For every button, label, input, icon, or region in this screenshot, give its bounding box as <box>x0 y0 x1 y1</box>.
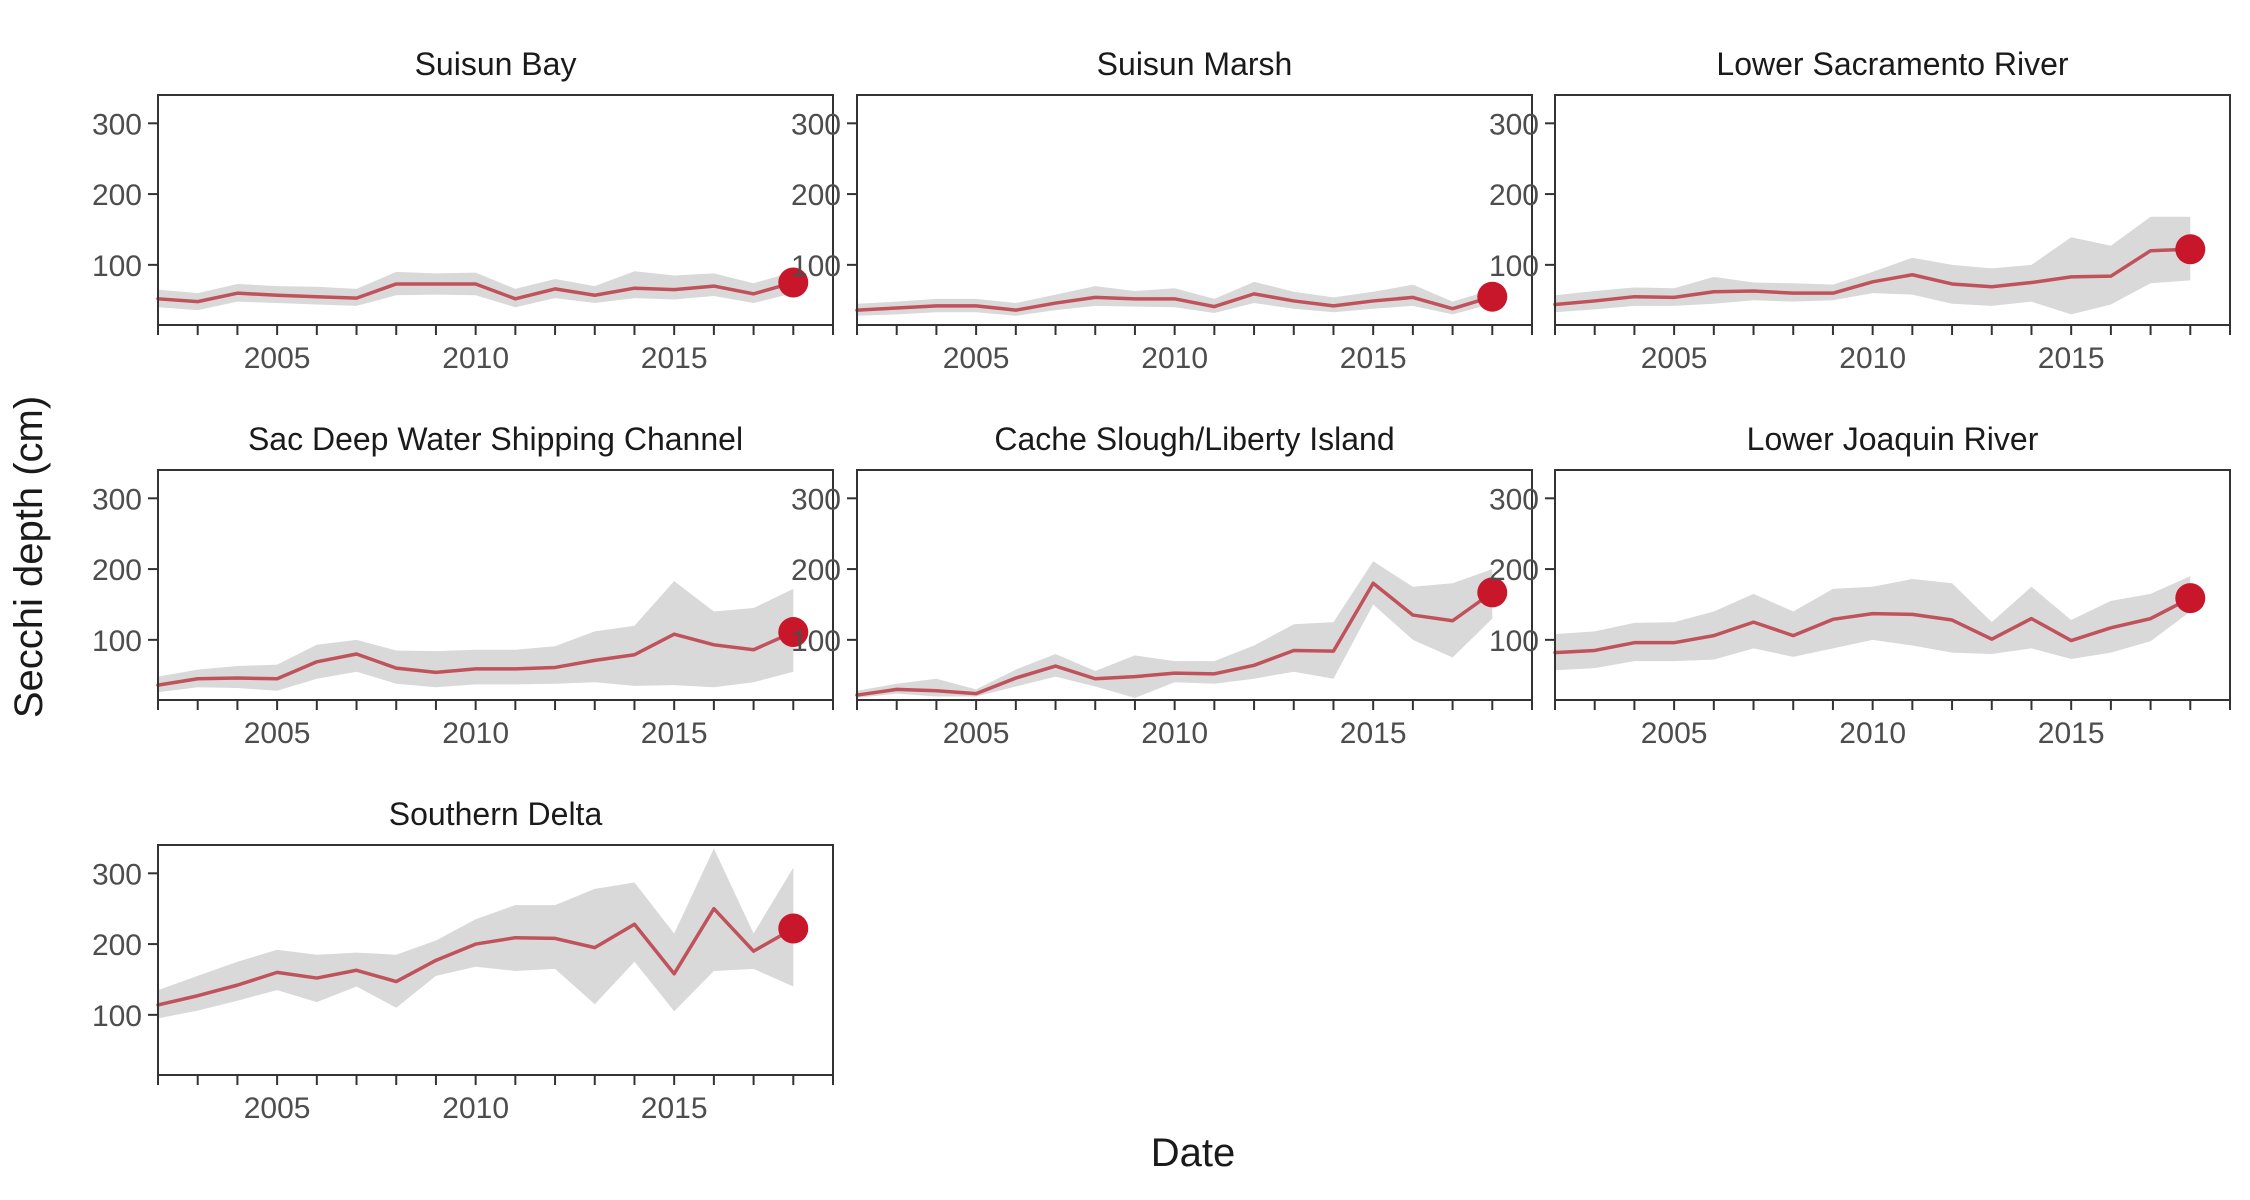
y-tick-label: 100 <box>1489 625 1539 658</box>
confidence-ribbon <box>158 581 794 693</box>
latest-point <box>1477 281 1508 312</box>
panel: Suisun Bay 100 200 300 2005 2010 2015 <box>92 46 834 375</box>
x-tick-label: 2010 <box>442 1092 509 1125</box>
panel: Cache Slough/Liberty Island 100 200 300 2005… <box>791 421 1533 750</box>
panel-border <box>157 844 834 1076</box>
y-tick-label: 100 <box>791 250 841 283</box>
series-line <box>1553 247 2193 307</box>
y-tick-label: 100 <box>92 625 142 658</box>
y-tick-label: 200 <box>92 179 142 212</box>
y-tick-label: 300 <box>92 108 142 141</box>
panel-title: Lower Sacramento River <box>1716 46 2068 82</box>
x-tick-label: 2005 <box>1641 717 1708 750</box>
x-tick-label: 2010 <box>1141 717 1208 750</box>
y-tick-label: 200 <box>791 179 841 212</box>
x-tick-label: 2015 <box>1340 717 1407 750</box>
confidence-ribbon <box>1555 216 2191 315</box>
x-axis-label: Date <box>1151 1131 1236 1175</box>
panel: Sac Deep Water Shipping Channel 100 200 300… <box>92 421 834 750</box>
series-line <box>1553 596 2193 655</box>
x-tick-label: 2010 <box>1141 342 1208 375</box>
panel-title: Suisun Bay <box>415 46 577 82</box>
panel: Lower Sacramento River 100 200 300 2005 2010 2… <box>1489 46 2231 375</box>
y-tick-label: 300 <box>1489 108 1539 141</box>
panel: Southern Delta 100 200 300 2005 2010 2015 <box>92 796 834 1125</box>
latest-point <box>2175 583 2206 614</box>
panel-border <box>157 94 834 326</box>
x-tick-label: 2015 <box>641 342 708 375</box>
x-tick-label: 2015 <box>1340 342 1407 375</box>
panel-title: Lower Joaquin River <box>1747 421 2039 457</box>
y-tick-label: 300 <box>1489 483 1539 516</box>
x-tick-label: 2005 <box>244 1092 311 1125</box>
series-line <box>156 280 796 304</box>
y-tick-label: 100 <box>1489 250 1539 283</box>
x-tick-label: 2010 <box>1839 717 1906 750</box>
panel-border <box>157 469 834 701</box>
confidence-ribbon <box>857 561 1493 698</box>
x-tick-label: 2010 <box>442 717 509 750</box>
confidence-ribbon <box>158 271 794 311</box>
y-tick-label: 100 <box>92 250 142 283</box>
y-tick-label: 200 <box>92 554 142 587</box>
y-tick-label: 100 <box>92 1000 142 1033</box>
x-tick-label: 2005 <box>1641 342 1708 375</box>
series-line <box>855 581 1495 697</box>
y-axis-label: Secchi depth (cm) <box>7 396 51 718</box>
series-line <box>156 630 796 687</box>
y-tick-label: 200 <box>791 554 841 587</box>
y-tick-label: 300 <box>92 858 142 891</box>
panel-title: Sac Deep Water Shipping Channel <box>248 421 743 457</box>
panel-title: Southern Delta <box>389 796 603 832</box>
panel-title: Cache Slough/Liberty Island <box>994 421 1394 457</box>
series-line <box>156 906 796 1007</box>
y-tick-label: 300 <box>791 483 841 516</box>
panel: Lower Joaquin River 100 200 300 2005 2010 2015 <box>1489 421 2231 750</box>
x-tick-label: 2015 <box>2038 717 2105 750</box>
x-tick-label: 2005 <box>244 717 311 750</box>
latest-point <box>778 913 809 944</box>
latest-point <box>778 617 809 648</box>
confidence-ribbon <box>158 848 794 1019</box>
x-tick-label: 2005 <box>943 717 1010 750</box>
panel-border <box>1554 469 2231 701</box>
panel-border <box>1554 94 2231 326</box>
panel: Suisun Marsh 100 200 300 2005 2010 2015 <box>791 46 1533 375</box>
panel-border <box>856 469 1533 701</box>
panel-title: Suisun Marsh <box>1097 46 1293 82</box>
y-tick-label: 200 <box>92 929 142 962</box>
x-tick-label: 2015 <box>641 1092 708 1125</box>
y-tick-label: 200 <box>1489 179 1539 212</box>
x-tick-label: 2015 <box>641 717 708 750</box>
y-tick-label: 300 <box>92 483 142 516</box>
x-tick-label: 2010 <box>1839 342 1906 375</box>
x-tick-label: 2005 <box>943 342 1010 375</box>
y-tick-label: 300 <box>791 108 841 141</box>
x-tick-label: 2015 <box>2038 342 2105 375</box>
latest-point <box>778 267 809 298</box>
latest-point <box>2175 234 2206 265</box>
x-tick-label: 2010 <box>442 342 509 375</box>
panel-border <box>856 94 1533 326</box>
latest-point <box>1477 577 1508 608</box>
y-tick-label: 100 <box>791 625 841 658</box>
y-tick-label: 200 <box>1489 554 1539 587</box>
confidence-ribbon <box>1555 576 2191 671</box>
x-tick-label: 2005 <box>244 342 311 375</box>
series-line <box>855 292 1495 312</box>
